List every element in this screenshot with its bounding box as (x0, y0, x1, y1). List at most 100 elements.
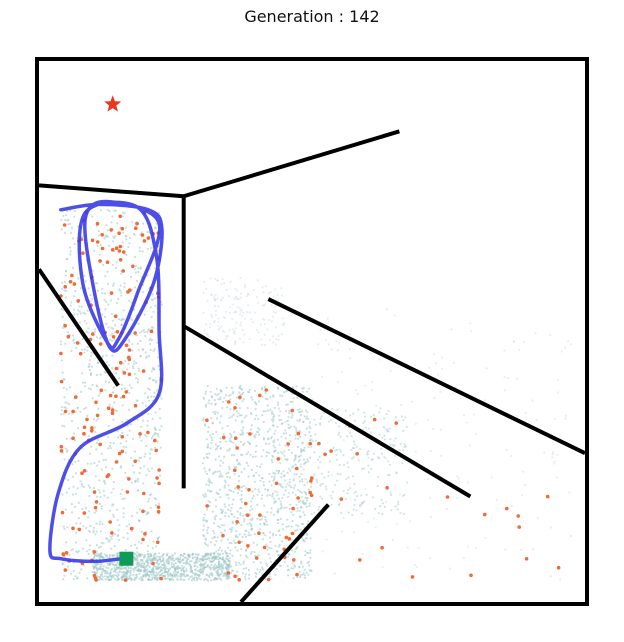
explored-point (264, 397, 268, 401)
explored-point (220, 562, 223, 566)
explored-point (409, 520, 412, 523)
elite-point (81, 251, 85, 255)
explored-point (279, 502, 283, 506)
explored-point (224, 572, 227, 575)
explored-point (346, 461, 349, 464)
explored-point (237, 475, 241, 478)
explored-point (265, 562, 268, 565)
explored-point (296, 576, 299, 579)
explored-point (291, 386, 294, 389)
explored-point (245, 310, 248, 314)
explored-point (366, 451, 369, 454)
explored-point (246, 547, 249, 550)
explored-point (245, 414, 248, 417)
explored-point (155, 389, 159, 392)
explored-point (132, 367, 135, 370)
explored-point (150, 370, 153, 373)
explored-point (76, 313, 79, 316)
elite-point (93, 505, 98, 510)
elite-point (108, 393, 113, 398)
elite-point (70, 273, 74, 278)
explored-point (371, 388, 374, 391)
explored-point (183, 575, 187, 578)
explored-point (221, 552, 224, 555)
explored-point (217, 493, 220, 496)
explored-point (206, 299, 209, 302)
explored-point (218, 421, 222, 424)
explored-point (377, 358, 381, 361)
explored-point (151, 467, 154, 470)
explored-point (239, 511, 242, 515)
explored-point (247, 475, 250, 478)
explored-point (336, 380, 339, 383)
explored-point (241, 572, 244, 575)
explored-point (106, 561, 109, 565)
explored-point (287, 423, 290, 426)
explored-point (238, 337, 241, 340)
explored-point (272, 394, 275, 397)
explored-point (95, 567, 98, 570)
explored-point (296, 396, 299, 399)
elite-point (120, 226, 125, 231)
explored-point (170, 577, 173, 580)
explored-point (96, 555, 99, 558)
explored-point (94, 533, 97, 536)
elite-point (76, 299, 80, 303)
explored-point (128, 523, 131, 526)
explored-point (149, 342, 152, 346)
explored-point (116, 430, 119, 433)
elite-point (236, 485, 240, 489)
explored-point (310, 513, 313, 516)
explored-point (319, 423, 322, 426)
explored-point (63, 289, 66, 292)
explored-point (106, 229, 109, 232)
explored-point (88, 486, 91, 489)
explored-point (207, 478, 211, 481)
explored-point (219, 496, 222, 499)
explored-point (232, 390, 235, 393)
explored-point (136, 399, 139, 402)
explored-point (379, 505, 382, 508)
explored-point (228, 329, 231, 332)
explored-point (139, 355, 142, 358)
explored-point (132, 574, 135, 577)
explored-point (60, 406, 64, 409)
explored-point (107, 303, 110, 306)
explored-point (149, 571, 152, 574)
explored-point (143, 465, 146, 468)
explored-point (123, 212, 126, 215)
explored-point (470, 330, 473, 333)
explored-point (95, 384, 98, 387)
explored-point (255, 328, 258, 331)
explored-point (556, 378, 560, 381)
explored-point (144, 392, 147, 395)
explored-point (145, 571, 148, 575)
explored-point (247, 577, 250, 580)
elite-point (95, 221, 100, 226)
elite-point (71, 409, 75, 414)
explored-point (351, 447, 355, 450)
explored-point (146, 230, 149, 233)
explored-point (225, 493, 228, 496)
explored-point (395, 471, 398, 474)
explored-point (260, 463, 263, 466)
explored-point (274, 472, 277, 475)
explored-point (145, 435, 148, 438)
explored-point (234, 546, 237, 549)
explored-point (211, 315, 214, 319)
explored-point (353, 443, 356, 446)
explored-point (106, 270, 109, 273)
explored-point (238, 533, 241, 536)
explored-point (305, 497, 308, 500)
explored-point (257, 554, 260, 557)
explored-point (63, 458, 66, 461)
explored-point (336, 408, 339, 411)
explored-point (299, 528, 302, 531)
elite-point (59, 444, 64, 449)
explored-point (102, 489, 105, 492)
explored-point (292, 567, 295, 570)
explored-point (260, 455, 263, 458)
explored-point (259, 568, 262, 572)
explored-point (365, 493, 368, 496)
explored-point (169, 572, 172, 575)
